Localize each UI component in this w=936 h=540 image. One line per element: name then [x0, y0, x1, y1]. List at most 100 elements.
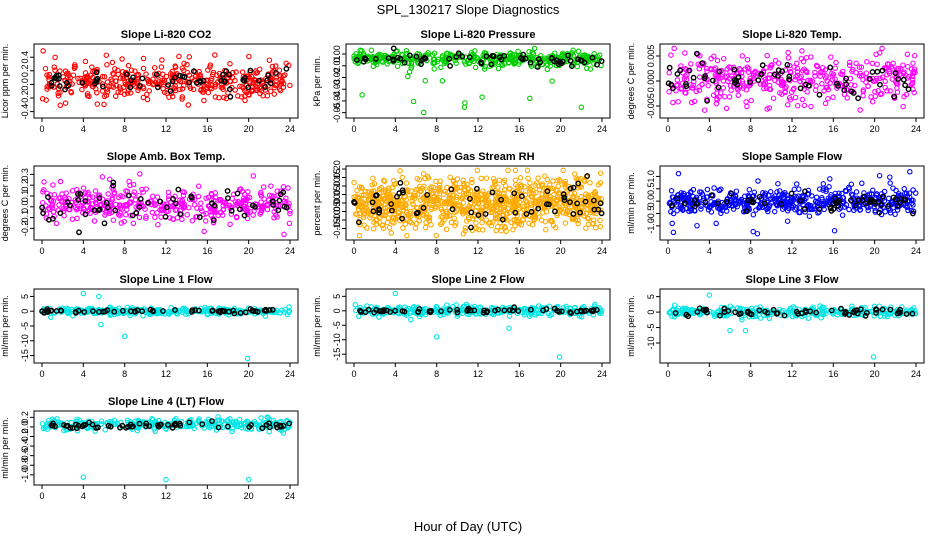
data-point — [423, 200, 430, 206]
data-point — [539, 191, 545, 197]
selected-data-point — [57, 307, 64, 314]
data-point — [431, 66, 437, 72]
data-point — [767, 64, 773, 71]
selected-data-point — [93, 69, 100, 76]
data-point — [257, 211, 263, 217]
selected-data-point — [548, 55, 555, 61]
selected-data-point — [694, 309, 701, 315]
data-point — [57, 102, 64, 109]
y-tick-label: -15 — [20, 349, 30, 362]
data-point — [42, 65, 49, 72]
y-axis-label: ml/min per min. — [626, 295, 636, 357]
data-point — [868, 94, 874, 100]
selected-data-point — [910, 210, 916, 217]
data-point — [826, 184, 832, 190]
data-point — [865, 83, 871, 90]
data-point — [434, 58, 441, 65]
data-point — [544, 66, 551, 73]
data-point — [487, 309, 493, 316]
data-point — [777, 188, 783, 194]
selected-data-point — [779, 68, 786, 75]
data-point — [578, 314, 585, 320]
data-point — [735, 92, 742, 99]
data-point — [801, 66, 807, 72]
data-point — [106, 176, 113, 183]
data-point — [184, 211, 190, 218]
data-point — [819, 81, 825, 87]
y-tick-label: 5 — [20, 294, 30, 299]
data-point — [570, 214, 576, 220]
panel-title: Slope Li-820 CO2 — [121, 29, 211, 41]
data-point — [447, 212, 453, 218]
data-point — [834, 311, 841, 318]
data-point — [460, 193, 467, 199]
data-point — [259, 206, 265, 212]
x-tick-label: 16 — [202, 246, 212, 256]
x-tick-label: 0 — [39, 246, 44, 256]
data-point — [190, 86, 197, 93]
data-point — [591, 191, 598, 197]
selected-data-point — [902, 82, 908, 89]
data-point — [821, 305, 827, 311]
data-point — [777, 90, 783, 96]
selected-data-point — [210, 217, 217, 224]
data-point — [433, 178, 439, 185]
data-point — [63, 71, 70, 77]
data-point — [469, 204, 476, 211]
data-point — [417, 197, 424, 203]
selected-data-point — [743, 208, 750, 215]
selected-data-point — [45, 194, 51, 201]
selected-data-point — [704, 97, 710, 104]
y-tick-label: -0.5 — [646, 206, 656, 222]
data-point — [688, 61, 694, 67]
y-tick-label: 0.2 — [20, 411, 30, 424]
data-point — [483, 175, 490, 181]
x-tick-label: 24 — [285, 246, 295, 256]
data-point — [547, 63, 553, 69]
data-point — [595, 54, 601, 60]
y-tick-label: -0.1 — [20, 210, 30, 226]
data-point — [89, 305, 95, 312]
selected-data-point — [172, 74, 179, 81]
selected-data-point — [835, 203, 842, 209]
data-point — [530, 51, 537, 57]
data-point — [273, 307, 280, 314]
data-point — [94, 101, 101, 107]
selected-data-point — [589, 54, 596, 61]
data-point — [457, 188, 463, 195]
data-point — [512, 167, 519, 174]
data-point — [465, 214, 472, 221]
panel-title: Slope Line 1 Flow — [120, 274, 213, 286]
data-point — [250, 81, 256, 87]
y-tick-label: -5 — [20, 322, 30, 330]
data-point — [549, 78, 555, 84]
selected-data-point — [357, 307, 363, 314]
selected-data-point — [759, 62, 766, 69]
selected-data-point — [372, 192, 379, 199]
data-point — [887, 180, 893, 186]
y-tick-label: -1.0 — [20, 467, 30, 483]
selected-data-point — [129, 212, 136, 219]
data-point — [450, 177, 457, 184]
data-point — [762, 192, 768, 198]
x-tick-label: 20 — [870, 369, 880, 379]
data-point — [137, 171, 143, 177]
y-tick-label: 0 — [646, 310, 656, 315]
data-point — [408, 316, 414, 323]
data-point — [444, 210, 450, 217]
data-point — [198, 200, 204, 206]
data-point — [267, 77, 274, 84]
x-tick-label: 20 — [244, 369, 254, 379]
data-point — [791, 85, 797, 92]
selected-data-point — [241, 75, 248, 81]
selected-data-point — [50, 215, 56, 222]
data-point — [822, 67, 829, 73]
data-point — [103, 52, 110, 58]
data-point — [96, 192, 103, 199]
data-point — [723, 105, 730, 112]
y-tick-label: -0.4 — [20, 438, 30, 454]
data-point — [825, 95, 831, 102]
data-point — [699, 81, 705, 88]
selected-data-point — [797, 197, 804, 204]
selected-data-point — [895, 76, 901, 83]
